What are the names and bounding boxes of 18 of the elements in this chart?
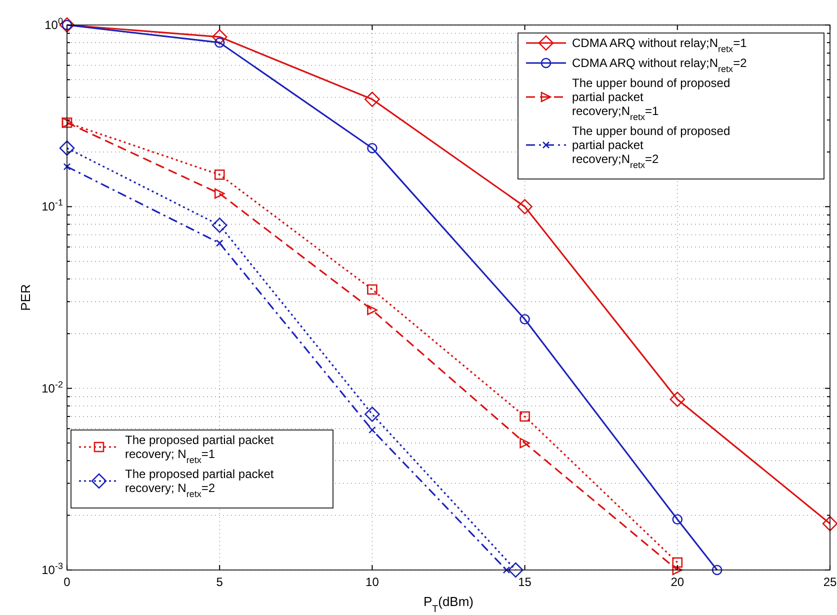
y-tick-label: 10$^{-1}$ bbox=[42, 198, 63, 214]
legend-label: The proposed partial packet recovery; N$_{retx}$=2 bbox=[125, 467, 274, 499]
y-axis-title: PER bbox=[18, 284, 33, 311]
x-tick-label: 20 bbox=[670, 575, 684, 589]
legend-label: CDMA ARQ without relay;N$_{retx}$=2 bbox=[572, 56, 748, 74]
x-tick-label: 15 bbox=[518, 575, 532, 589]
x-tick-label: 25 bbox=[823, 575, 837, 589]
x-axis-title: P$_{T}$(dBm) bbox=[423, 594, 474, 614]
legend-label: The proposed partial packet recovery; N$_{retx}$=1 bbox=[125, 433, 274, 465]
x-tick-label: 5 bbox=[216, 575, 224, 589]
legend-label: The upper bound of proposed partial packet recovery;N$_{retx}$=2 bbox=[572, 124, 730, 170]
y-tick-label: 10$^{-3}$ bbox=[42, 561, 63, 577]
y-tick-label: 10$^{-2}$ bbox=[42, 379, 63, 396]
x-tick-label: 0 bbox=[64, 575, 71, 589]
y-tick-label: 10$^{0}$ bbox=[44, 16, 63, 32]
legend-label: The upper bound of proposed partial packet recovery;N$_{retx}$=1 bbox=[572, 76, 730, 122]
x-tick-label: 10 bbox=[366, 575, 380, 589]
legend-label: CDMA ARQ without relay;N$_{retx}$=1 bbox=[572, 36, 748, 54]
